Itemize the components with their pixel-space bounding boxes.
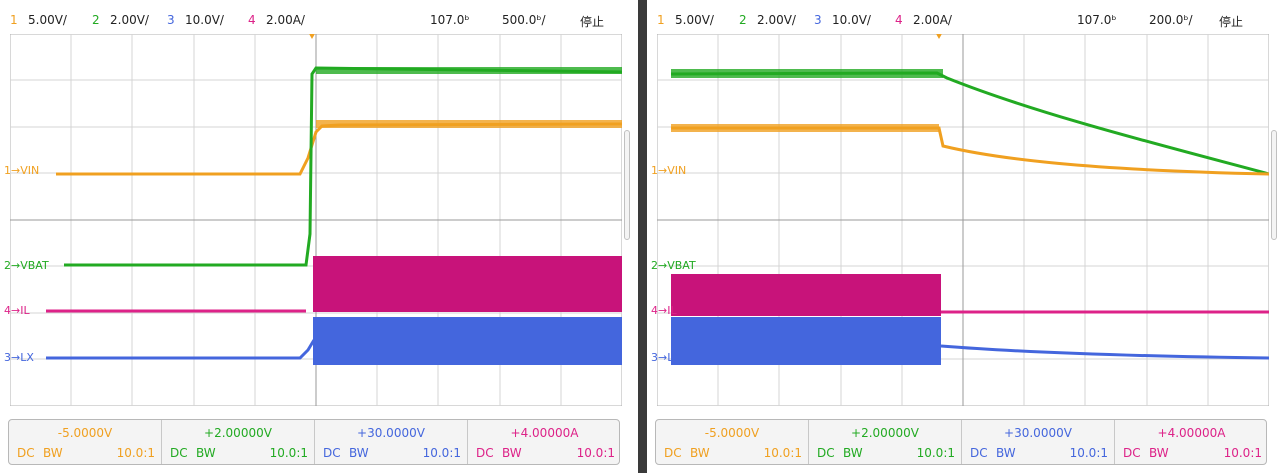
il-label: 4→IL bbox=[651, 304, 677, 317]
ch2-number: 2 bbox=[92, 13, 100, 27]
vbat-ripple bbox=[671, 69, 943, 78]
waveform-display[interactable]: 1→VIN 2→VBAT 4→IL 3→LX bbox=[651, 34, 1269, 406]
panel-divider bbox=[638, 0, 647, 473]
ch3-coupling: DC bbox=[323, 446, 341, 460]
ch4-number: 4 bbox=[248, 13, 256, 27]
ch2-status[interactable]: +2.00000V DC BW 10.0:1 bbox=[809, 420, 962, 464]
ch3-number: 3 bbox=[167, 13, 175, 27]
ch3-coupling: DC bbox=[970, 446, 988, 460]
ch3-scale[interactable]: 10.0V/ bbox=[832, 13, 871, 27]
ch4-status[interactable]: +4.00000A DC BW 10.0:1 bbox=[468, 420, 621, 464]
ch1-bandwidth: BW bbox=[43, 446, 63, 460]
ch1-number: 1 bbox=[10, 13, 18, 27]
trigger-delay[interactable]: 107.0ᵇ bbox=[1077, 13, 1117, 27]
vin-label: 1→VIN bbox=[4, 164, 40, 177]
ch4-probe: 10.0:1 bbox=[1223, 446, 1262, 460]
channel-status-bar: -5.0000V DC BW 10.0:1 +2.00000V DC BW 10… bbox=[8, 419, 620, 465]
trigger-delay[interactable]: 107.0ᵇ bbox=[430, 13, 470, 27]
lx-label: 3→LX bbox=[4, 351, 34, 364]
il-ripple bbox=[671, 274, 941, 316]
ch1-offset: -5.0000V bbox=[704, 426, 760, 440]
vbat-label: 2→VBAT bbox=[651, 259, 696, 272]
ch1-probe: 10.0:1 bbox=[763, 446, 802, 460]
ch2-offset: +2.00000V bbox=[851, 426, 919, 440]
ch3-scale[interactable]: 10.0V/ bbox=[185, 13, 224, 27]
run-state[interactable]: 停止 bbox=[1219, 15, 1244, 29]
scope-header: 1 5.00V/ 2 2.00V/ 3 10.0V/ 4 2.00A/ 107.… bbox=[647, 0, 1285, 34]
side-scroll-tab[interactable] bbox=[624, 130, 630, 240]
ch1-status[interactable]: -5.0000V DC BW 10.0:1 bbox=[656, 420, 809, 464]
ch1-bandwidth: BW bbox=[690, 446, 710, 460]
ch2-bandwidth: BW bbox=[843, 446, 863, 460]
ch1-number: 1 bbox=[657, 13, 665, 27]
ch3-offset: +30.0000V bbox=[1004, 426, 1072, 440]
lx-trace bbox=[46, 339, 316, 360]
timebase[interactable]: 500.0ᵇ/ bbox=[502, 13, 546, 27]
vin-ripple bbox=[316, 120, 622, 128]
il-label: 4→IL bbox=[4, 304, 30, 317]
ch4-coupling: DC bbox=[476, 446, 494, 460]
trigger-marker-icon bbox=[936, 34, 942, 39]
scope-panel-right: 1 5.00V/ 2 2.00V/ 3 10.0V/ 4 2.00A/ 107.… bbox=[647, 0, 1285, 473]
ch4-offset: +4.00000A bbox=[1157, 426, 1226, 440]
ch4-status[interactable]: +4.00000A DC BW 10.0:1 bbox=[1115, 420, 1268, 464]
vin-label: 1→VIN bbox=[651, 164, 687, 177]
channel-status-bar: -5.0000V DC BW 10.0:1 +2.00000V DC BW 10… bbox=[655, 419, 1267, 465]
scope-header: 1 5.00V/ 2 2.00V/ 3 10.0V/ 4 2.00A/ 107.… bbox=[0, 0, 638, 34]
ch1-scale[interactable]: 5.00V/ bbox=[675, 13, 714, 27]
ch2-probe: 10.0:1 bbox=[916, 446, 955, 460]
ch2-status[interactable]: +2.00000V DC BW 10.0:1 bbox=[162, 420, 315, 464]
ch1-scale[interactable]: 5.00V/ bbox=[28, 13, 67, 27]
ch3-probe: 10.0:1 bbox=[422, 446, 461, 460]
ch4-number: 4 bbox=[895, 13, 903, 27]
ch4-scale[interactable]: 2.00A/ bbox=[913, 13, 952, 27]
ch3-probe: 10.0:1 bbox=[1069, 446, 1108, 460]
ch2-bandwidth: BW bbox=[196, 446, 216, 460]
ch2-coupling: DC bbox=[170, 446, 188, 460]
ch2-probe: 10.0:1 bbox=[269, 446, 308, 460]
vin-trace bbox=[671, 126, 1269, 176]
ch4-scale[interactable]: 2.00A/ bbox=[266, 13, 305, 27]
ch2-number: 2 bbox=[739, 13, 747, 27]
ch4-bandwidth: BW bbox=[1149, 446, 1169, 460]
ch3-status[interactable]: +30.0000V DC BW 10.0:1 bbox=[962, 420, 1115, 464]
ch4-bandwidth: BW bbox=[502, 446, 522, 460]
timebase[interactable]: 200.0ᵇ/ bbox=[1149, 13, 1193, 27]
ch1-coupling: DC bbox=[17, 446, 35, 460]
ch1-status[interactable]: -5.0000V DC BW 10.0:1 bbox=[9, 420, 162, 464]
waveform-display[interactable]: 1→VIN 2→VBAT 4→IL 3→LX bbox=[4, 34, 622, 406]
vbat-trace bbox=[670, 71, 1269, 176]
vbat-label: 2→VBAT bbox=[4, 259, 49, 272]
scope-panel-left: 1 5.00V/ 2 2.00V/ 3 10.0V/ 4 2.00A/ 107.… bbox=[0, 0, 638, 473]
il-ripple bbox=[313, 256, 622, 312]
run-state[interactable]: 停止 bbox=[580, 15, 605, 29]
lx-label: 3→LX bbox=[651, 351, 681, 364]
ch3-number: 3 bbox=[814, 13, 822, 27]
ch4-coupling: DC bbox=[1123, 446, 1141, 460]
lx-ripple bbox=[313, 317, 622, 365]
ch3-offset: +30.0000V bbox=[357, 426, 425, 440]
side-scroll-tab[interactable] bbox=[1271, 130, 1277, 240]
lx-ripple bbox=[671, 317, 941, 365]
trigger-marker-icon bbox=[309, 34, 315, 39]
ch1-coupling: DC bbox=[664, 446, 682, 460]
vbat-ripple bbox=[316, 67, 622, 74]
graticule bbox=[10, 34, 622, 406]
ch3-bandwidth: BW bbox=[349, 446, 369, 460]
ch1-probe: 10.0:1 bbox=[116, 446, 155, 460]
ch1-offset: -5.0000V bbox=[57, 426, 113, 440]
ch2-coupling: DC bbox=[817, 446, 835, 460]
ch2-offset: +2.00000V bbox=[204, 426, 272, 440]
ch2-scale[interactable]: 2.00V/ bbox=[110, 13, 149, 27]
ch3-status[interactable]: +30.0000V DC BW 10.0:1 bbox=[315, 420, 468, 464]
graticule bbox=[657, 34, 1269, 406]
ch3-bandwidth: BW bbox=[996, 446, 1016, 460]
vin-ripple bbox=[671, 124, 939, 132]
ch4-offset: +4.00000A bbox=[510, 426, 579, 440]
ch4-probe: 10.0:1 bbox=[576, 446, 615, 460]
lx-trace bbox=[940, 344, 1269, 360]
ch2-scale[interactable]: 2.00V/ bbox=[757, 13, 796, 27]
